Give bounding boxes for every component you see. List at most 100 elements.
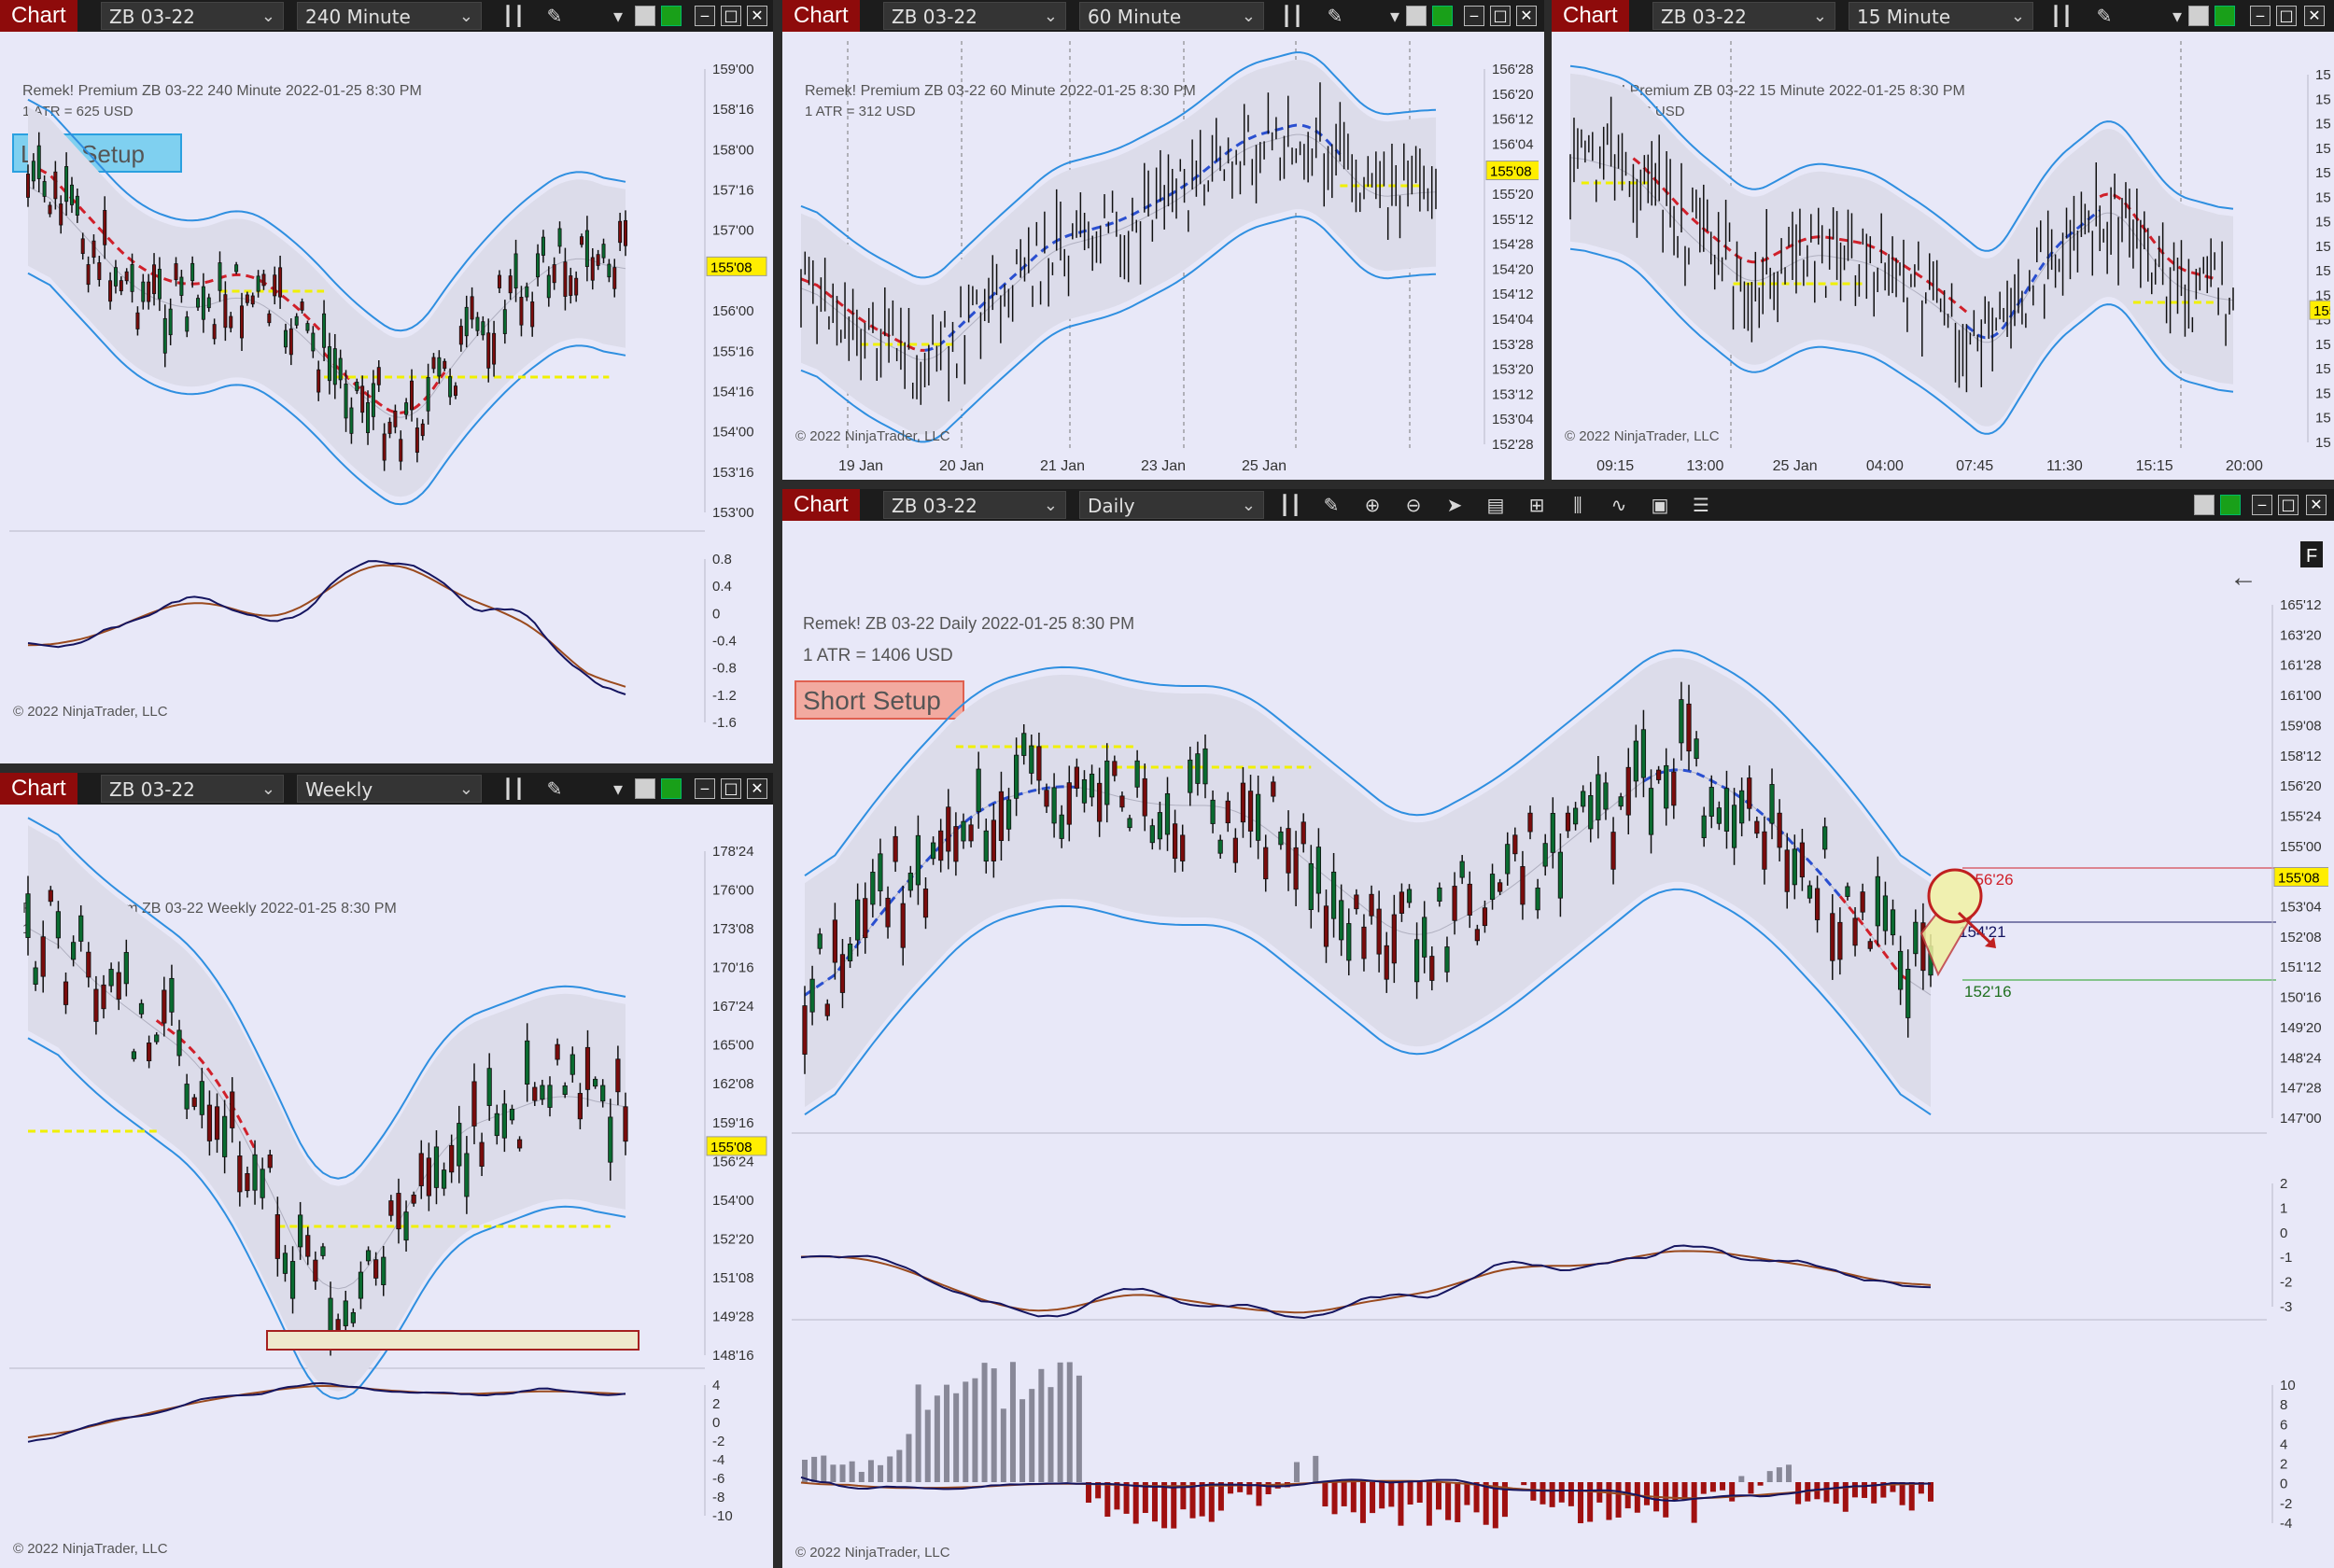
price-tick-label: 156'12 bbox=[1492, 112, 1534, 128]
candle-body bbox=[1293, 847, 1299, 890]
instrument-select[interactable]: ZB 03-22 ⌄ bbox=[101, 2, 284, 30]
draw-tool-icon[interactable]: ✎ bbox=[546, 5, 563, 27]
chart-svg-60[interactable]: Remek! Premium ZB 03-22 60 Minute 2022-0… bbox=[792, 41, 1539, 476]
close-button[interactable]: ✕ bbox=[2304, 6, 2325, 26]
link-instrument-button[interactable] bbox=[661, 6, 682, 26]
chart-title-tab[interactable]: Chart bbox=[0, 0, 77, 32]
upper-band-line bbox=[800, 51, 1437, 279]
candle-body bbox=[138, 1002, 145, 1015]
chart-svg-240[interactable]: Remek! Premium ZB 03-22 240 Minute 2022-… bbox=[9, 41, 767, 735]
strategies-icon[interactable]: ⫼ bbox=[1573, 494, 1582, 516]
histogram-bar bbox=[1823, 1482, 1830, 1503]
pointer-icon[interactable]: ➤ bbox=[1446, 494, 1463, 516]
candle-body bbox=[1074, 766, 1079, 789]
close-button[interactable]: ✕ bbox=[1516, 6, 1537, 26]
candle-body bbox=[1814, 888, 1821, 920]
dropdown-arrow-icon[interactable]: ▾ bbox=[612, 5, 624, 27]
bar-type-icon[interactable]: ┃┃ bbox=[502, 5, 526, 27]
price-tick-label: 154'28 bbox=[2315, 411, 2330, 427]
link-instrument-button[interactable] bbox=[2220, 495, 2241, 515]
draw-tool-icon[interactable]: ✎ bbox=[2096, 5, 2113, 27]
oscillator-line bbox=[800, 1476, 1932, 1503]
dropdown-arrow-icon[interactable]: ▾ bbox=[2172, 5, 2183, 27]
histogram-bar bbox=[1738, 1476, 1745, 1482]
link-color-button[interactable] bbox=[635, 6, 655, 26]
target-lower-label: 152'16 bbox=[1964, 983, 2012, 1001]
back-arrow-icon: ← bbox=[2229, 562, 2257, 593]
lower-band-line bbox=[1569, 247, 2234, 435]
price-plot[interactable]: Remek! Premium ZB 03-22 Weekly 2022-01-2… bbox=[9, 814, 767, 1561]
minimize-button[interactable]: ‒ bbox=[1464, 6, 1484, 26]
price-plot[interactable]: Remek! Premium ZB 03-22 240 Minute 2022-… bbox=[9, 41, 767, 735]
price-tick-label: 155'12 bbox=[2315, 337, 2330, 353]
data-box-icon[interactable]: ▤ bbox=[1486, 494, 1505, 516]
chevron-down-icon: ⌄ bbox=[458, 7, 473, 26]
bar-type-icon[interactable]: ┃┃ bbox=[1281, 5, 1304, 27]
interval-select[interactable]: 60 Minute ⌄ bbox=[1079, 2, 1264, 30]
minimize-button[interactable]: ‒ bbox=[695, 778, 715, 799]
link-color-button[interactable] bbox=[2188, 6, 2209, 26]
interval-select[interactable]: 240 Minute ⌄ bbox=[297, 2, 482, 30]
interval-select[interactable]: 15 Minute ⌄ bbox=[1849, 2, 2033, 30]
bar-type-icon[interactable]: ┃┃ bbox=[1279, 494, 1302, 516]
chart-title-tab[interactable]: Chart bbox=[782, 489, 860, 521]
chart-title-tab[interactable]: Chart bbox=[1552, 0, 1629, 32]
draw-tool-icon[interactable]: ✎ bbox=[546, 777, 563, 800]
link-instrument-button[interactable] bbox=[661, 778, 682, 799]
close-button[interactable]: ✕ bbox=[747, 778, 767, 799]
list-icon[interactable]: ☰ bbox=[1693, 494, 1709, 516]
candle-body bbox=[349, 407, 354, 434]
interval-select[interactable]: Weekly ⌄ bbox=[297, 775, 482, 803]
link-color-button[interactable] bbox=[2194, 495, 2214, 515]
minimize-button[interactable]: ‒ bbox=[2250, 6, 2271, 26]
templates-icon[interactable]: ▣ bbox=[1651, 494, 1669, 516]
draw-tool-icon[interactable]: ✎ bbox=[1327, 5, 1343, 27]
properties-icon[interactable]: ⊞ bbox=[1528, 494, 1545, 516]
candle-body bbox=[25, 174, 30, 198]
instrument-value: ZB 03-22 bbox=[1661, 6, 1747, 28]
chart-svg-weekly[interactable]: Remek! Premium ZB 03-22 Weekly 2022-01-2… bbox=[9, 814, 767, 1561]
close-button[interactable]: ✕ bbox=[747, 6, 767, 26]
price-plot[interactable]: Remek! Premium ZB 03-22 15 Minute 2022-0… bbox=[1561, 41, 2330, 476]
link-color-button[interactable] bbox=[1406, 6, 1427, 26]
bar-type-icon[interactable]: ┃┃ bbox=[2050, 5, 2074, 27]
price-tick-label: 153'12 bbox=[1492, 386, 1534, 402]
bar-type-icon[interactable]: ┃┃ bbox=[502, 777, 526, 800]
price-tick-label: 147'28 bbox=[2280, 1081, 2322, 1097]
candle-body bbox=[1142, 777, 1147, 817]
candle-body bbox=[501, 1103, 507, 1139]
instrument-select[interactable]: ZB 03-22 ⌄ bbox=[883, 491, 1066, 519]
candle-body bbox=[260, 1169, 265, 1198]
dropdown-arrow-icon[interactable]: ▾ bbox=[1389, 5, 1400, 27]
maximize-button[interactable]: □ bbox=[2276, 6, 2297, 26]
chart-svg-15[interactable]: Remek! Premium ZB 03-22 15 Minute 2022-0… bbox=[1561, 41, 2330, 476]
maximize-button[interactable]: □ bbox=[2278, 495, 2299, 515]
maximize-button[interactable]: □ bbox=[721, 6, 741, 26]
interval-select[interactable]: Daily ⌄ bbox=[1079, 491, 1264, 519]
zoom-in-icon[interactable]: ⊕ bbox=[1364, 494, 1381, 516]
draw-tool-icon[interactable]: ✎ bbox=[1323, 494, 1340, 516]
instrument-select[interactable]: ZB 03-22 ⌄ bbox=[883, 2, 1066, 30]
link-instrument-button[interactable] bbox=[1432, 6, 1453, 26]
maximize-button[interactable]: □ bbox=[1490, 6, 1511, 26]
chart-title-tab[interactable]: Chart bbox=[0, 773, 77, 805]
indicators-icon[interactable]: ∿ bbox=[1610, 494, 1627, 516]
upper-band-line bbox=[1569, 64, 2234, 252]
dropdown-arrow-icon[interactable]: ▾ bbox=[612, 777, 624, 800]
price-tick-label: 155'24 bbox=[2315, 263, 2330, 279]
price-plot[interactable]: Remek! Premium ZB 03-22 60 Minute 2022-0… bbox=[792, 41, 1539, 476]
candle-body bbox=[1708, 787, 1714, 817]
chart-svg-daily[interactable]: Remek! ZB 03-22 Daily 2022-01-25 8:30 PM… bbox=[792, 530, 2328, 1562]
instrument-select[interactable]: ZB 03-22 ⌄ bbox=[101, 775, 284, 803]
minimize-button[interactable]: ‒ bbox=[695, 6, 715, 26]
instrument-select[interactable]: ZB 03-22 ⌄ bbox=[1652, 2, 1835, 30]
chart-title-tab[interactable]: Chart bbox=[782, 0, 860, 32]
close-button[interactable]: ✕ bbox=[2306, 495, 2327, 515]
link-instrument-button[interactable] bbox=[2214, 6, 2235, 26]
candle-body bbox=[530, 301, 535, 328]
link-color-button[interactable] bbox=[635, 778, 655, 799]
maximize-button[interactable]: □ bbox=[721, 778, 741, 799]
zoom-out-icon[interactable]: ⊖ bbox=[1405, 494, 1422, 516]
price-plot[interactable]: Remek! ZB 03-22 Daily 2022-01-25 8:30 PM… bbox=[792, 530, 2328, 1562]
minimize-button[interactable]: ‒ bbox=[2252, 495, 2272, 515]
